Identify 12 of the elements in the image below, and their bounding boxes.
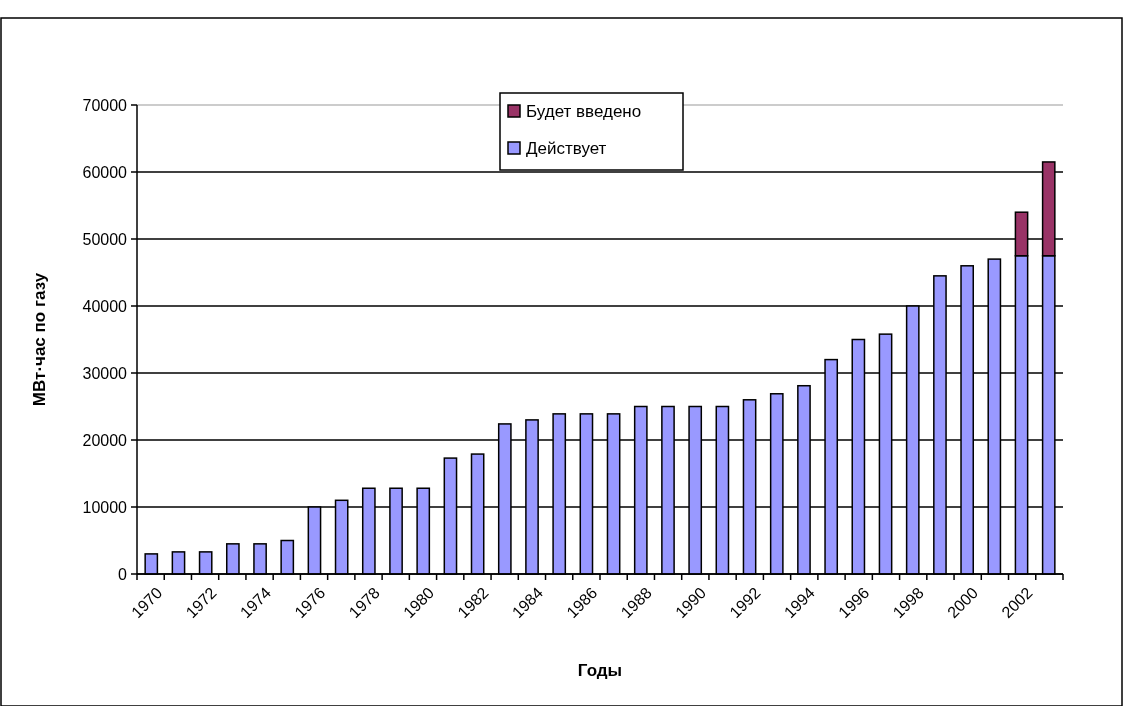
y-tick-label: 10000 <box>82 498 128 516</box>
legend-label: Будет введено <box>526 101 642 121</box>
y-axis-title: МВт·час по газу <box>30 272 49 407</box>
legend-label: Действует <box>526 138 607 158</box>
y-tick-label: 20000 <box>82 431 128 449</box>
y-tick-label: 50000 <box>82 230 128 248</box>
y-tick-label: 70000 <box>82 96 128 114</box>
y-tick-label: 0 <box>118 565 128 583</box>
y-tick-label: 40000 <box>82 297 128 315</box>
x-axis-title: Годы <box>577 661 623 680</box>
y-tick-label: 30000 <box>82 364 128 382</box>
y-tick-label: 60000 <box>82 163 128 181</box>
